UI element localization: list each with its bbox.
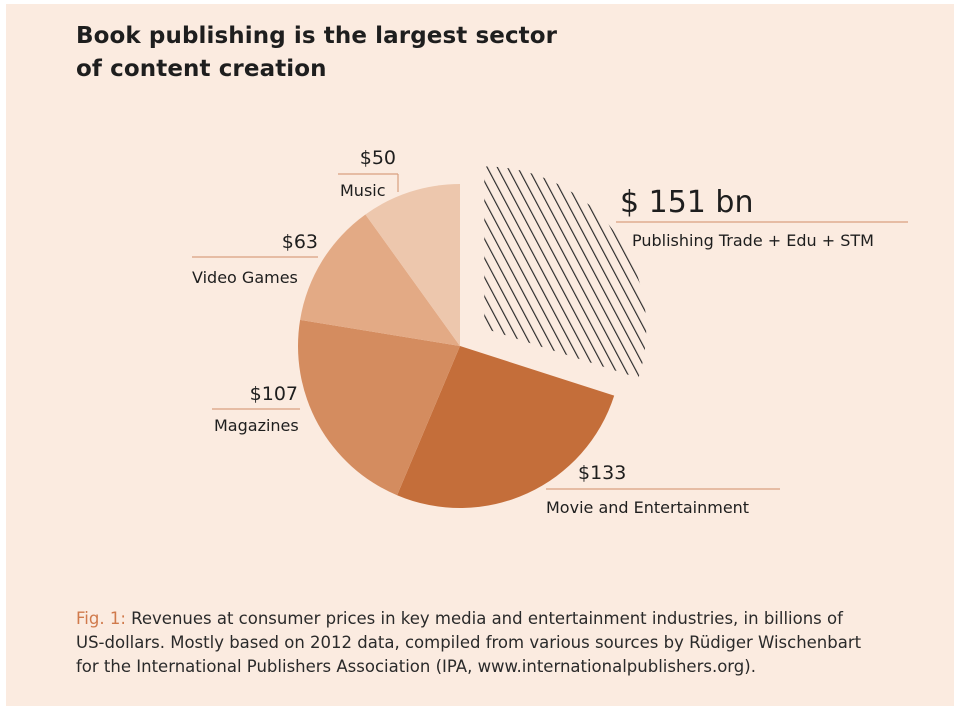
pie-slice-movie-and-entertainment [397,346,615,508]
value-label-music: $50 [360,147,396,169]
pie-slice-video-games [300,214,460,346]
category-label-movie-and-entertainment: Movie and Entertainment [546,498,749,517]
value-label-publishing-trade-edu-stm: $ 151 bn [620,185,753,220]
category-label-magazines: Magazines [214,416,299,435]
figure-caption: Fig. 1: Revenues at consumer prices in k… [76,607,948,679]
chart-title: Book publishing is the largest sector of… [76,20,557,86]
value-label-magazines: $107 [250,383,298,405]
value-label-video-games: $63 [282,231,318,253]
pie-slices [298,166,647,508]
category-label-video-games: Video Games [192,268,298,287]
category-label-music: Music [340,181,386,200]
caption-line-2: US-dollars. Mostly based on 2012 data, c… [76,633,862,652]
pie-labels: $ 151 bn Publishing Trade + Edu + STM $133… [192,147,908,517]
chart-title-line-2: of content creation [76,56,327,82]
caption-label: Fig. 1: [76,609,126,628]
pie-slice-publishing-trade-edu-stm [484,166,647,379]
caption-text-1: Revenues at consumer prices in key media… [131,609,843,628]
value-label-movie-and-entertainment: $133 [578,462,626,484]
pie-slice-music [365,184,460,346]
chart-title-line-1: Book publishing is the largest sector [76,23,558,49]
caption-line-1: Fig. 1: Revenues at consumer prices in k… [76,607,948,631]
caption-line-3: for the International Publishers Associa… [76,657,756,676]
category-label-publishing-trade-edu-stm: Publishing Trade + Edu + STM [632,231,874,250]
pie-slice-magazines [298,319,460,496]
